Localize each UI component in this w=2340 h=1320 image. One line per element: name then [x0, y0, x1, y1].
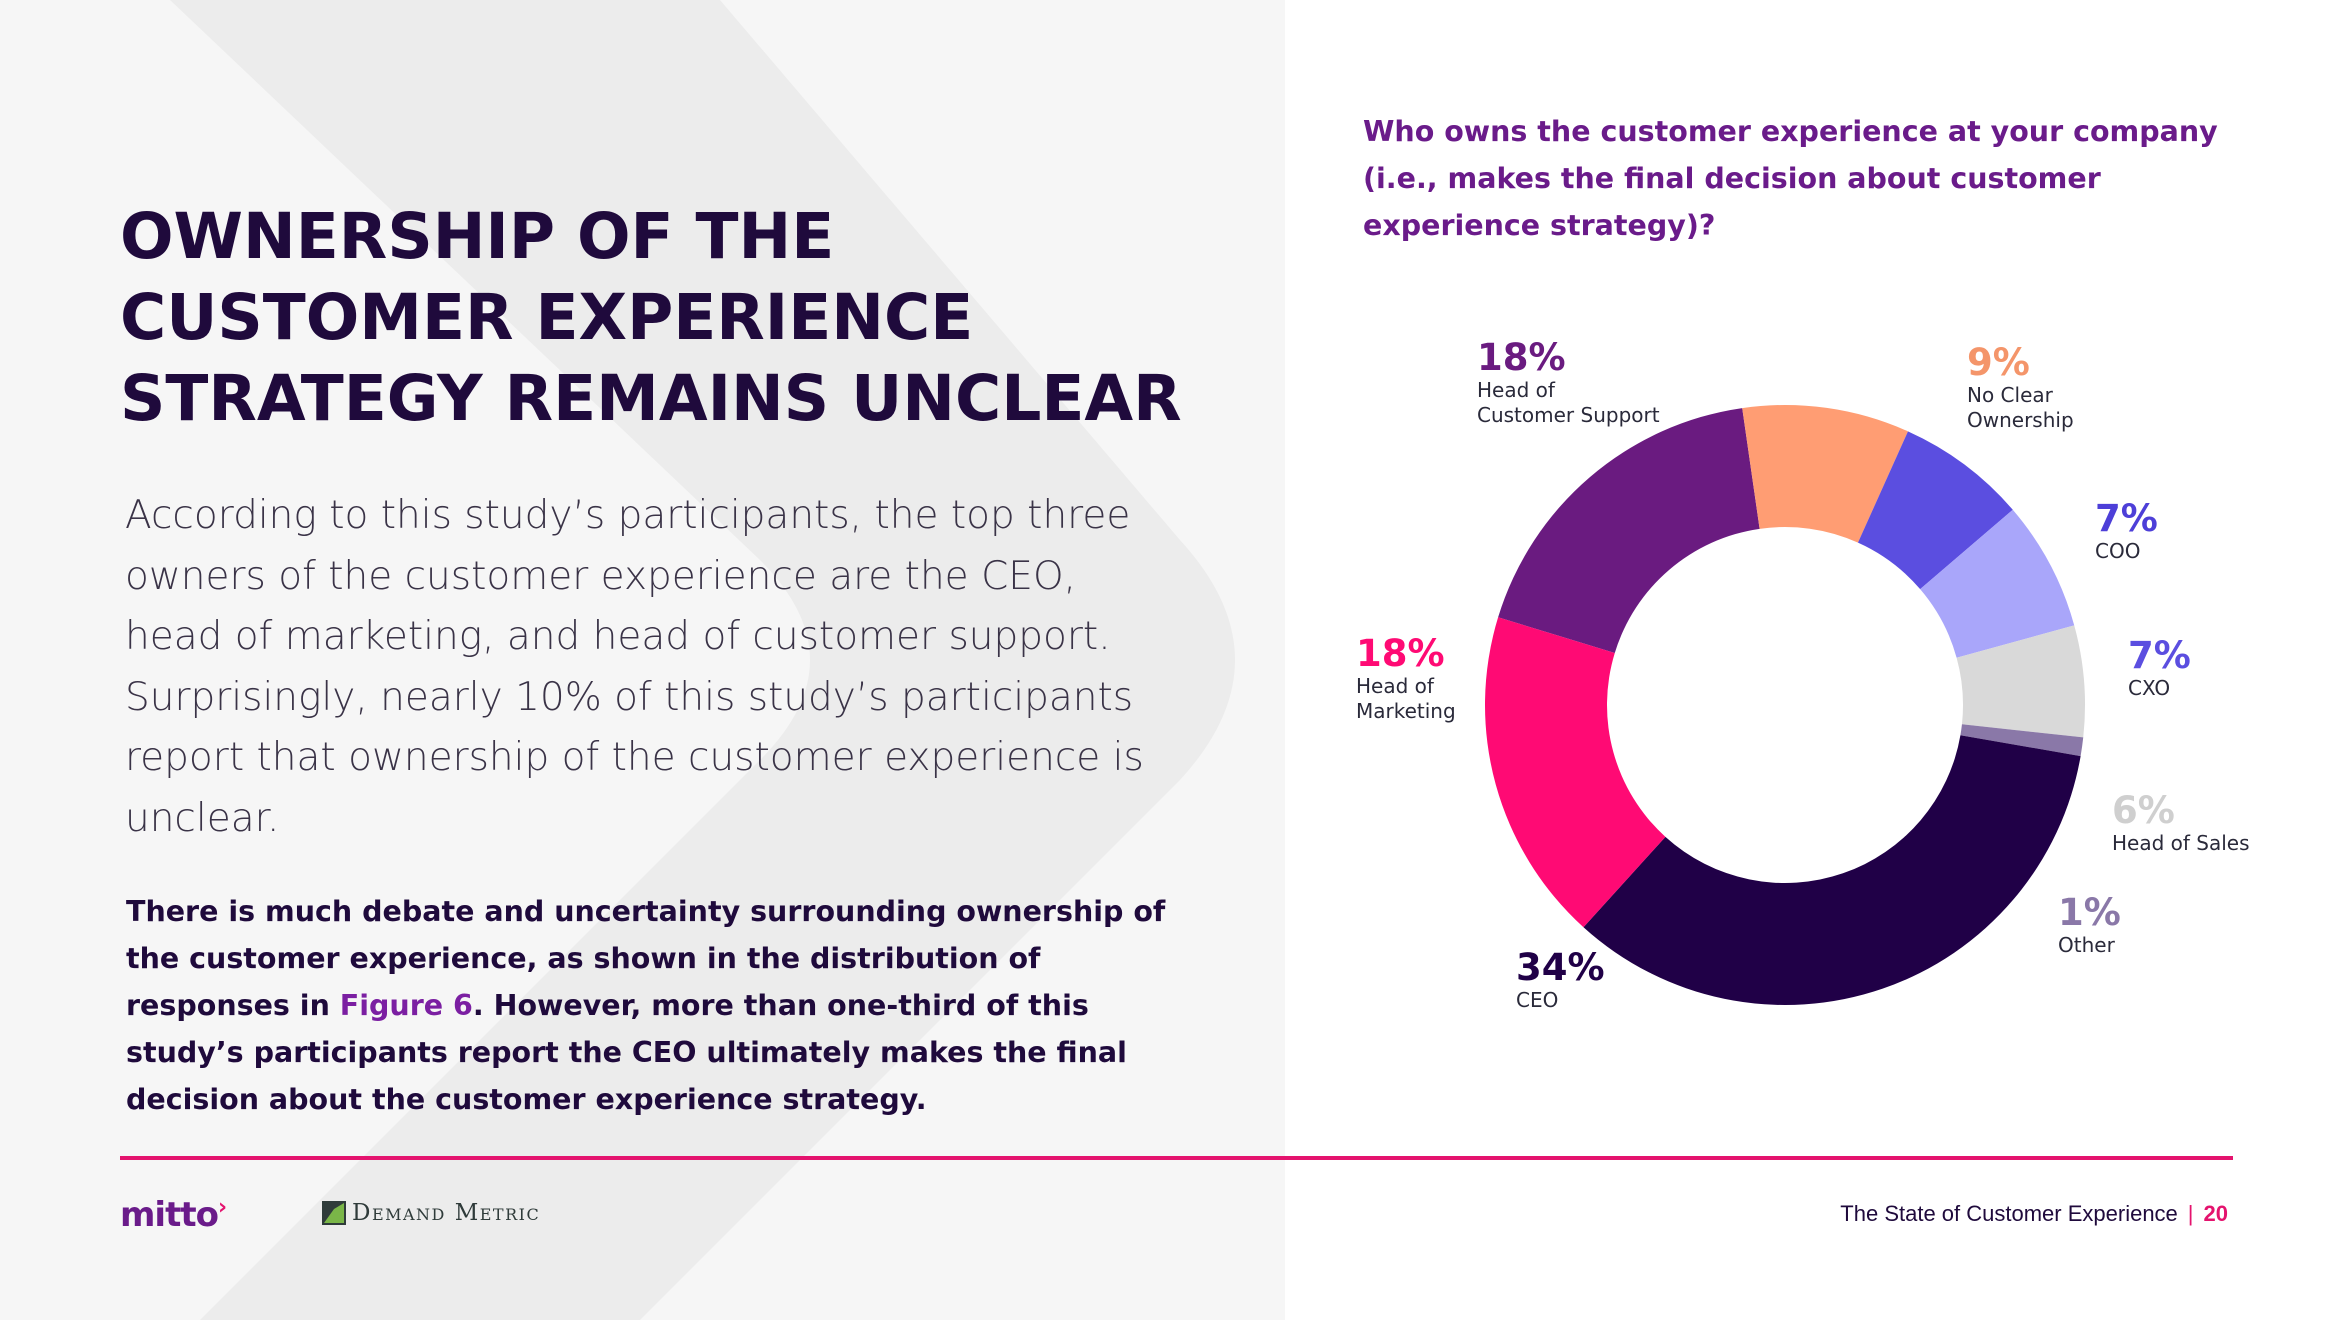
demand-metric-text: Demand Metric — [352, 1200, 541, 1226]
label-name-other: Other — [2058, 933, 2115, 957]
donut-slice-head-of-customer-support — [1498, 408, 1760, 653]
label-pct-head-of-marketing: 18% — [1356, 632, 1445, 675]
donut-slice-coo — [1857, 431, 2013, 590]
label-head-of-customer-support: 18% Head of Customer Support — [1477, 338, 1660, 428]
label-name-head-of-sales: Head of Sales — [2112, 831, 2250, 855]
lead-paragraph: According to this study’s participants, … — [125, 493, 1144, 841]
label-pct-ceo: 34% — [1516, 946, 1605, 989]
donut-slice-cxo — [1920, 509, 2075, 658]
chart-question: Who owns the customer experience at your… — [1363, 115, 2218, 242]
emphasis-paragraph: There is much debate and uncertainty sur… — [126, 888, 1186, 1123]
footer-separator: | — [2187, 1201, 2194, 1226]
label-head-of-marketing: 18% Head of Marketing — [1356, 634, 1456, 724]
label-ceo: 34% CEO — [1516, 948, 1605, 1013]
donut-slice-head-of-marketing — [1484, 617, 1666, 928]
left-panel — [0, 0, 1285, 1320]
chevron-right-icon: › — [217, 1195, 227, 1220]
mitto-logo-text: mitto — [120, 1195, 219, 1235]
label-head-of-sales: 6% Head of Sales — [2112, 791, 2250, 856]
label-pct-coo: 7% — [2095, 497, 2158, 540]
label-name-no-clear-ownership: No Clear Ownership — [1967, 383, 2074, 432]
label-cxo: 7% CXO — [2128, 636, 2191, 701]
figure-link[interactable]: Figure 6 — [339, 989, 473, 1022]
donut-slice-no-clear-ownership — [1742, 404, 1908, 543]
footer-rule — [120, 1156, 2233, 1160]
label-pct-no-clear-ownership: 9% — [1967, 341, 2030, 384]
donut-slice-head-of-sales — [1956, 625, 2085, 738]
footer-report-info: The State of Customer Experience | 20 — [1840, 1201, 2228, 1227]
label-pct-other: 1% — [2058, 891, 2121, 934]
report-title: The State of Customer Experience — [1840, 1201, 2178, 1226]
label-name-coo: COO — [2095, 539, 2141, 563]
page-title: OWNERSHIP OF THE CUSTOMER EXPERIENCE STR… — [120, 200, 1182, 435]
emphasis-text-1: There is much debate and uncertainty sur… — [126, 895, 1166, 1022]
emphasis-text-2: . However, more than one-third of this s… — [126, 989, 1127, 1116]
label-pct-head-of-sales: 6% — [2112, 789, 2175, 832]
label-no-clear-ownership: 9% No Clear Ownership — [1967, 343, 2074, 433]
mitto-logo: mitto› — [120, 1195, 227, 1235]
background-chevron-shape — [0, 0, 1285, 1320]
donut-slice-other — [1960, 724, 2084, 757]
label-name-ceo: CEO — [1516, 988, 1559, 1012]
donut-slice-ceo — [1583, 735, 2081, 1006]
page-number: 20 — [2203, 1201, 2228, 1226]
label-pct-cxo: 7% — [2128, 634, 2191, 677]
label-other: 1% Other — [2058, 893, 2121, 958]
label-name-cxo: CXO — [2128, 676, 2171, 700]
label-coo: 7% COO — [2095, 499, 2158, 564]
label-pct-head-of-customer-support: 18% — [1477, 336, 1566, 379]
demand-metric-mark-icon — [322, 1201, 346, 1225]
label-name-head-of-customer-support: Head of Customer Support — [1477, 378, 1660, 427]
demand-metric-logo: Demand Metric — [322, 1200, 540, 1226]
label-name-head-of-marketing: Head of Marketing — [1356, 674, 1456, 723]
